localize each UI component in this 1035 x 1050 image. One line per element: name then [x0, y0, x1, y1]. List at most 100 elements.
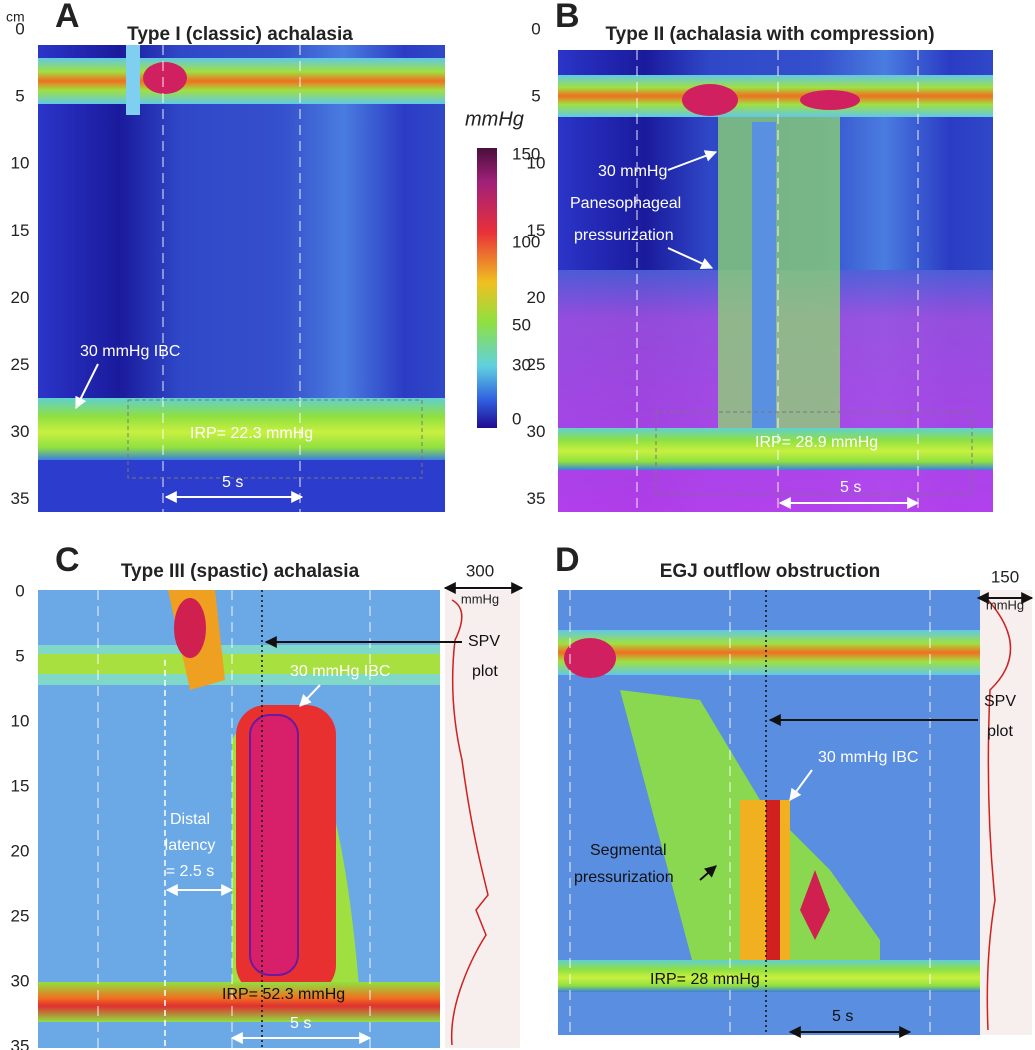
annotation: IRP= 28 mmHg [650, 971, 760, 988]
annotation: IRP= 28.9 mmHg [755, 434, 878, 451]
irp-box [655, 411, 973, 495]
annotation: Segmental [590, 842, 667, 859]
arrow [667, 150, 718, 171]
annotation: latency [165, 837, 216, 854]
y-tick-label: 25 [11, 355, 30, 374]
annotation: = 2.5 s [166, 863, 214, 880]
y-ticks: 0 5 10 15 20 25 30 35 [11, 19, 30, 508]
y-tick-label: 15 [11, 776, 30, 795]
spv-trace [986, 599, 1012, 1031]
annotation: IRP= 52.3 mmHg [222, 986, 345, 1003]
y-tick-label: 30 [11, 422, 30, 441]
y-tick-label: 10 [11, 154, 30, 173]
panel-title: Type III (spastic) achalasia [121, 561, 360, 582]
annotation: SPV [984, 693, 1016, 710]
y-ticks: 0 5 10 15 20 25 30 35 [11, 581, 30, 1050]
spv-trace [450, 599, 489, 1046]
panel-title: EGJ outflow obstruction [660, 561, 881, 582]
y-tick-label: 25 [527, 355, 546, 374]
spv-panel [445, 590, 520, 1048]
heatmap-band [143, 62, 187, 94]
annotation: Panesophageal [570, 195, 681, 212]
annotation: pressurization [574, 869, 674, 886]
heatmap-band [126, 45, 140, 115]
heatmap-band [800, 90, 860, 110]
annotation: pressurization [574, 227, 674, 244]
y-tick-label: 15 [527, 221, 546, 240]
annotation: 30 mmHg IBC [818, 749, 918, 766]
heatmap-band [558, 630, 980, 675]
y-tick-label: 35 [527, 489, 546, 508]
heatmap-band [38, 398, 445, 460]
y-tick-label: 15 [11, 221, 30, 240]
annotation: 30 mmHg [598, 163, 667, 180]
arrow [75, 363, 99, 410]
y-tick-label: 20 [527, 288, 546, 307]
heatmap-band [38, 460, 445, 512]
y-tick-label: 0 [15, 581, 24, 600]
y-tick-label: 5 [531, 87, 540, 106]
y-ticks: 0 5 10 15 20 25 30 35 [527, 19, 546, 508]
y-tick-label: 30 [11, 971, 30, 990]
annotation: 5 s [832, 1008, 853, 1025]
colorbar-tick: 150 [512, 144, 540, 163]
panel-a: A Type I (classic) achalasia cm 0 5 10 15 20… [6, 0, 445, 512]
annotation: 5 s [222, 474, 243, 491]
heatmap-band [38, 58, 445, 104]
panel-title: Type II (achalasia with compression) [605, 24, 934, 45]
panel-letter: C [55, 541, 80, 579]
irp-box [127, 399, 423, 479]
panel-letter: B [555, 0, 580, 35]
y-tick-label: 10 [527, 154, 546, 173]
annotation: mmHg [461, 591, 499, 606]
y-tick-label: 20 [11, 841, 30, 860]
annotation: 150 [991, 567, 1019, 586]
annotation: SPV [468, 633, 500, 650]
heatmap-band [558, 428, 993, 470]
heatmap-band [564, 638, 616, 678]
y-tick-label: 0 [531, 19, 540, 38]
heatmap-band [800, 870, 830, 940]
y-tick-label: 0 [15, 19, 24, 38]
panel-letter: D [555, 541, 580, 579]
annotation: IRP= 22.3 mmHg [190, 425, 313, 442]
colorbar-scale [477, 148, 497, 428]
y-tick-label: 10 [11, 711, 30, 730]
heatmap-band [766, 800, 780, 980]
panel-c: C Type III (spastic) achalasia 0 5 10 15 20 2… [11, 541, 524, 1050]
colorbar-unit: mmHg [465, 108, 524, 130]
arrow [699, 865, 717, 881]
heatmap-band [752, 122, 776, 432]
colorbar-tick: 30 [512, 355, 531, 374]
annotation: Distal [170, 811, 210, 828]
panel-letter: A [55, 0, 80, 35]
panel-title: Type I (classic) achalasia [127, 24, 353, 45]
heatmap-band [249, 714, 299, 976]
heatmap-band [718, 117, 840, 432]
arrow [667, 247, 714, 269]
colorbar-tick: 0 [512, 409, 521, 428]
heatmap-band [174, 598, 206, 658]
y-tick-label: 35 [11, 1036, 30, 1050]
heatmap-band [682, 84, 738, 116]
y-tick-label: 25 [11, 906, 30, 925]
annotation: 300 [466, 561, 494, 580]
axis-unit: cm [6, 9, 25, 25]
annotation: 5 s [290, 1015, 311, 1032]
y-tick-label: 30 [527, 422, 546, 441]
y-tick-label: 20 [11, 288, 30, 307]
heatmap-band [38, 982, 440, 1022]
heatmap-band [558, 75, 993, 117]
annotation: 5 s [840, 479, 861, 496]
annotation: plot [472, 663, 498, 680]
colorbar-tick: 100 [512, 232, 540, 251]
colorbar: mmHg 150 100 50 30 0 [465, 108, 540, 428]
annotation: 30 mmHg IBC [80, 343, 180, 360]
heatmap-band [38, 654, 440, 674]
colorbar-tick: 50 [512, 315, 531, 334]
heatmap-band [558, 960, 980, 992]
y-tick-label: 5 [15, 87, 24, 106]
y-tick-label: 5 [15, 646, 24, 665]
y-tick-label: 35 [11, 489, 30, 508]
